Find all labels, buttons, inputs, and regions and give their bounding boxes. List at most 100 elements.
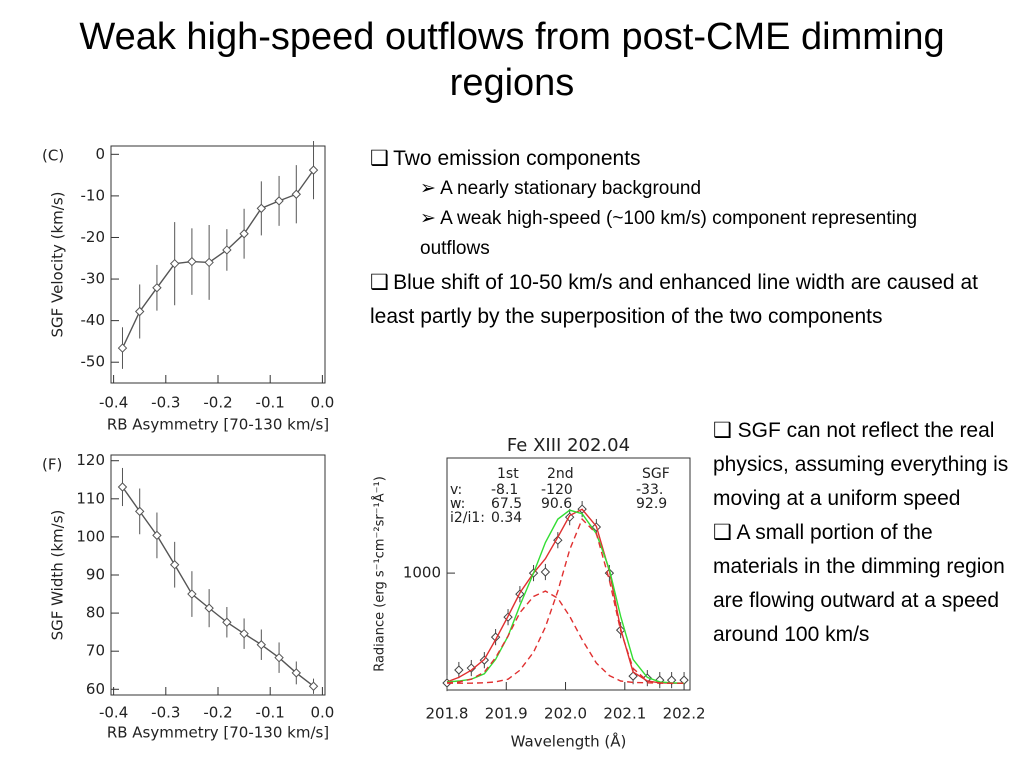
- plot-frame: [446, 457, 691, 691]
- x-tick-label: 201.8: [426, 705, 469, 723]
- x-tick-label: 201.9: [485, 705, 528, 723]
- data-point: [274, 196, 284, 206]
- plot-title: Fe XIII 202.04: [507, 435, 630, 456]
- data-point: [117, 482, 128, 492]
- fit-cell: 67.5: [491, 496, 522, 512]
- x-tick-label: 202.2: [663, 705, 706, 723]
- x-tick-label: -0.2: [203, 704, 232, 722]
- data-point: [239, 628, 249, 639]
- x-tick-label: 202.1: [603, 705, 646, 723]
- x-tick-label: -0.1: [256, 394, 285, 412]
- data-point: [628, 671, 638, 681]
- sub-bullet-text: A nearly stationary background: [440, 178, 702, 199]
- y-tick-label: 120: [76, 451, 105, 469]
- sub-bullet: ➢ A weak high-speed (~100 km/s) componen…: [420, 208, 918, 259]
- fit-cell: -33.: [636, 482, 663, 498]
- panel-label: (C): [42, 147, 64, 165]
- y-axis-label: SGF Velocity (km/s): [49, 191, 67, 337]
- y-tick-label: 100: [76, 527, 105, 545]
- x-tick-label: -0.3: [151, 394, 180, 412]
- fit-cell: 0.34: [491, 510, 522, 526]
- y-tick-label: -20: [81, 228, 106, 246]
- side-bullets: ❑ SGF can not reflect the real physics, …: [713, 414, 1013, 652]
- data-point: [187, 256, 197, 267]
- data-point: [679, 675, 689, 685]
- data-point: [256, 640, 267, 650]
- data-point: [274, 652, 284, 663]
- y-tick-label: 110: [76, 489, 105, 507]
- y-tick-label: -50: [81, 353, 106, 371]
- bullet-text: A small portion of the materials in the …: [713, 521, 1005, 646]
- fit-column: SGF: [642, 466, 670, 482]
- x-tick-label: 0.0: [310, 704, 334, 722]
- bullet-text: SGF can not reflect the real physics, as…: [713, 419, 1009, 510]
- data-point: [553, 535, 563, 545]
- fit-column: 1st: [497, 466, 519, 482]
- x-tick-label: -0.4: [99, 394, 128, 412]
- data-point: [204, 257, 214, 268]
- fit-row-label: v:: [450, 482, 462, 498]
- y-tick-label: -10: [81, 186, 106, 204]
- bullet: ❑ A small portion of the materials in th…: [713, 521, 1005, 646]
- plot-frame: [110, 145, 326, 384]
- fit-cell: -120: [541, 482, 573, 498]
- bullet-text: Two emission components: [393, 147, 641, 170]
- x-axis-label: RB Asymmetry [70-130 km/s]: [107, 724, 329, 742]
- data-point: [169, 560, 180, 570]
- fit-cell: 92.9: [636, 496, 667, 512]
- data-point: [222, 245, 232, 255]
- x-tick-label: -0.1: [256, 704, 285, 722]
- x-tick-label: -0.2: [203, 394, 232, 412]
- fit-row-label: w:: [450, 496, 465, 512]
- data-point: [308, 681, 319, 691]
- data-point: [152, 530, 162, 541]
- x-tick-label: -0.4: [99, 704, 128, 722]
- data-point: [256, 203, 267, 214]
- data-line: [446, 508, 685, 684]
- bullet: ❑ SGF can not reflect the real physics, …: [713, 419, 1009, 510]
- data-point: [291, 189, 301, 199]
- y-tick-label: 60: [86, 680, 105, 698]
- data-point: [204, 603, 214, 613]
- y-tick-label: 0: [95, 145, 105, 163]
- data-point: [540, 567, 551, 577]
- data-point: [291, 668, 301, 678]
- y-tick-label: 80: [86, 604, 105, 622]
- bullets: ❑ Two emission components ➢ A nearly stat…: [370, 143, 990, 334]
- data-line: [121, 169, 315, 349]
- x-tick-label: -0.3: [151, 704, 180, 722]
- y-axis-label: Radiance (erg s⁻¹cm⁻²sr⁻¹Å⁻¹): [372, 476, 388, 672]
- data-point: [152, 283, 162, 293]
- sub-bullet: ➢ A nearly stationary background: [420, 178, 702, 199]
- y-tick-label: 70: [86, 642, 105, 660]
- data-point: [454, 665, 464, 675]
- plot-frame: [110, 454, 326, 696]
- data-line: [121, 486, 314, 687]
- data-point: [222, 617, 232, 627]
- data-point: [187, 589, 197, 599]
- data-point: [308, 165, 319, 175]
- y-tick-label: -30: [81, 270, 106, 288]
- panel-label: (F): [42, 456, 62, 474]
- data-line: [446, 509, 685, 684]
- x-axis-label: RB Asymmetry [70-130 km/s]: [107, 416, 329, 434]
- data-point: [466, 663, 477, 673]
- x-tick-label: 202.0: [544, 705, 587, 723]
- x-tick-label: 0.0: [310, 394, 334, 412]
- fit-cell: 90.6: [541, 496, 572, 512]
- fit-column: 2nd: [547, 466, 574, 482]
- x-axis-label: Wavelength (Å): [511, 732, 627, 751]
- bullet-text: Blue shift of 10-50 km/s and enhanced li…: [370, 271, 978, 328]
- fit-row-label: i2/i1:: [450, 510, 485, 526]
- slide-title: Weak high-speed outflows from post-CME d…: [79, 16, 945, 104]
- data-point: [239, 229, 249, 239]
- bullet: ❑ Two emission components: [370, 147, 641, 170]
- data-point: [117, 343, 128, 353]
- data-point: [169, 258, 180, 269]
- data-point: [135, 306, 145, 317]
- bullet: ❑ Blue shift of 10-50 km/s and enhanced l…: [370, 271, 978, 328]
- y-tick-label: -40: [81, 311, 106, 329]
- y-tick-label: 90: [86, 566, 105, 584]
